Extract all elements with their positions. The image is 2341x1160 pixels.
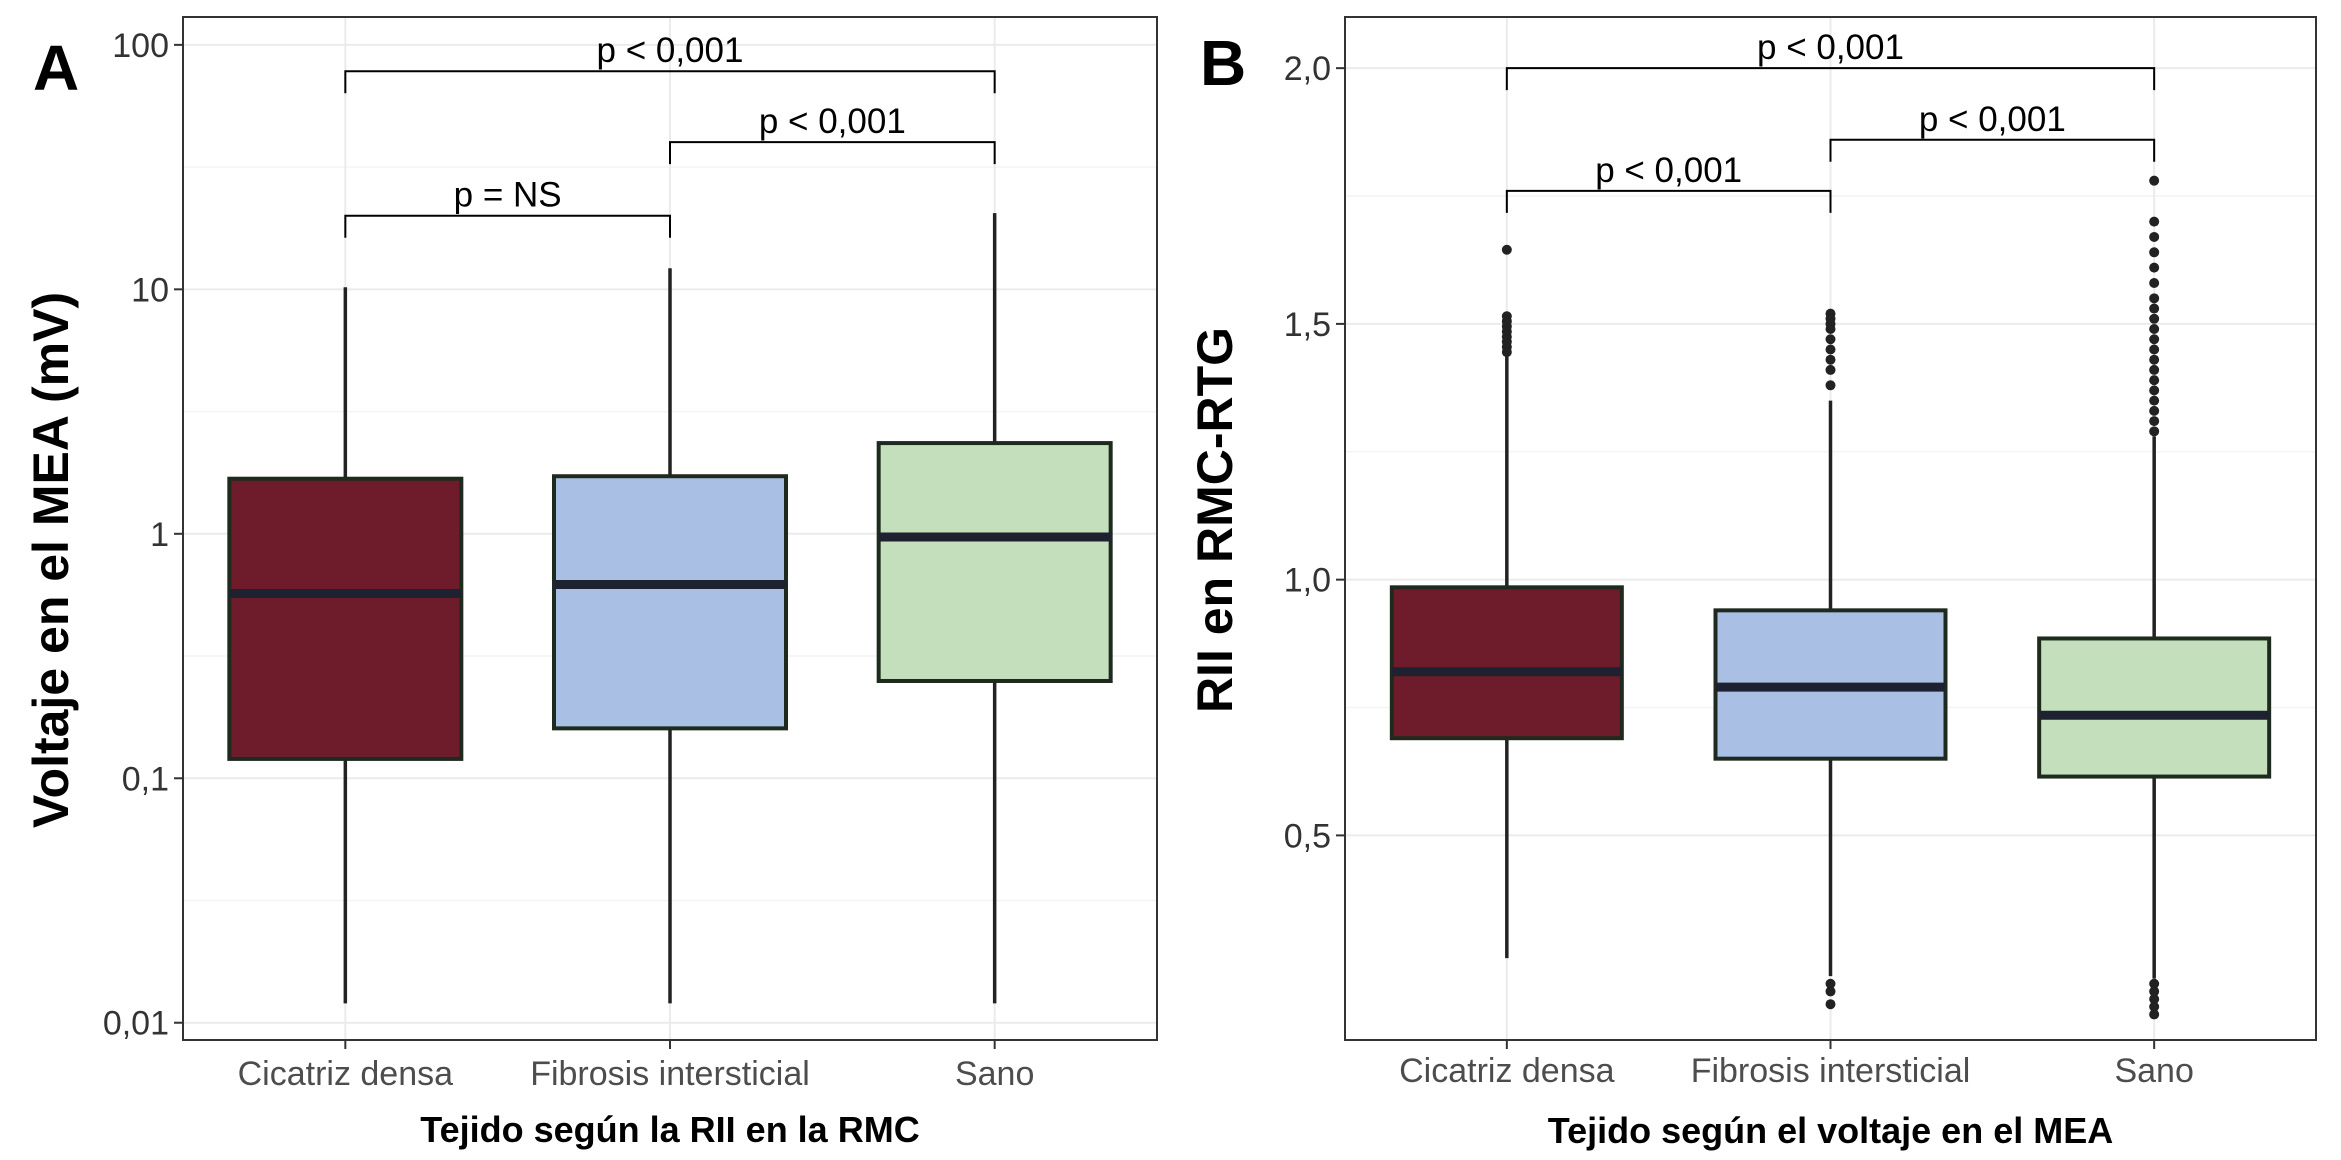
- outlier-point: [1825, 344, 1836, 355]
- panel-b: 0,5 1,0 1,5 2,0 Cicatriz densa Fibrosis inter…: [1187, 16, 2317, 1151]
- outlier-point: [2149, 324, 2160, 335]
- outlier-point: [2149, 385, 2160, 396]
- outlier-point: [2149, 986, 2160, 997]
- y-tick-label: 2,0: [1284, 50, 1331, 88]
- outlier-point: [1825, 334, 1836, 345]
- y-axis-title: Voltaje en el MEA (mV): [23, 292, 79, 828]
- x-tick-label: Fibrosis intersticial: [1691, 1052, 1971, 1090]
- box-2: [552, 268, 788, 1004]
- outlier-point: [2149, 247, 2160, 258]
- significance-bracket: p < 0,001: [669, 102, 996, 165]
- significance-label: p < 0,001: [597, 31, 744, 70]
- box-3: [2037, 175, 2272, 1020]
- y-tick-label: 0,5: [1284, 817, 1331, 855]
- outlier-point: [2149, 231, 2160, 242]
- significance-label: p < 0,001: [1595, 151, 1742, 190]
- box-body: [876, 441, 1113, 683]
- significance-bracket: p = NS: [344, 176, 671, 238]
- outlier-point: [2149, 313, 2160, 324]
- box-1: [1389, 244, 1624, 959]
- y-tick-label: 1,5: [1284, 306, 1331, 344]
- panel-letter: B: [1200, 27, 1246, 99]
- outlier-point: [2149, 994, 2160, 1005]
- outlier-point: [2149, 978, 2160, 989]
- plot-border: [1344, 16, 2317, 1041]
- box-body: [1389, 585, 1624, 741]
- x-tick-label: Fibrosis intersticial: [530, 1055, 810, 1093]
- outlier-point: [2149, 262, 2160, 273]
- x-tick-label: Cicatriz densa: [238, 1055, 454, 1093]
- outlier-point: [1825, 986, 1836, 997]
- outlier-point: [1825, 978, 1836, 989]
- y-tick-label: 100: [112, 27, 169, 65]
- outlier-point: [1825, 364, 1836, 375]
- y-axis-title: RII en RMC-RTG: [1187, 327, 1243, 713]
- outlier-point: [1825, 999, 1836, 1010]
- outlier-point: [2149, 303, 2160, 314]
- y-tick-label: 1,0: [1284, 562, 1331, 600]
- significance-label: p < 0,001: [1919, 100, 2066, 139]
- significance-label: p = NS: [454, 176, 562, 215]
- outlier-point: [2149, 416, 2160, 427]
- outlier-point: [2149, 344, 2160, 355]
- outlier-point: [2149, 354, 2160, 365]
- significance-label: p < 0,001: [759, 102, 906, 141]
- outlier-point: [2149, 175, 2160, 186]
- bracket-line: [669, 141, 996, 165]
- outlier-point: [1825, 354, 1836, 365]
- box-body: [227, 476, 464, 761]
- box-3: [876, 213, 1113, 1004]
- outlier-point: [1501, 311, 1512, 322]
- outlier-point: [2149, 277, 2160, 288]
- significance-label: p < 0,001: [1757, 28, 1904, 67]
- y-tick-label: 0,01: [103, 1005, 169, 1043]
- outlier-point: [1825, 380, 1836, 391]
- outlier-point: [2149, 216, 2160, 227]
- outlier-point: [2149, 426, 2160, 437]
- box-2: [1713, 308, 1948, 1010]
- box-body: [2037, 636, 2272, 779]
- x-tick-label: Sano: [2114, 1052, 2193, 1090]
- outlier-point: [2149, 1001, 2160, 1012]
- box-1: [227, 287, 464, 1004]
- x-tick-label: Cicatriz densa: [1399, 1052, 1615, 1090]
- outlier-point: [2149, 395, 2160, 406]
- plot-border: [182, 16, 1158, 1041]
- y-tick-label: 1: [150, 516, 169, 554]
- significance-bracket: p < 0,001: [1829, 100, 2156, 162]
- x-tick-label: Sano: [955, 1055, 1034, 1093]
- y-tick-label: 10: [131, 271, 169, 309]
- bracket-line: [1505, 189, 1832, 213]
- outlier-point: [2149, 405, 2160, 416]
- outlier-point: [2149, 364, 2160, 375]
- outlier-point: [2149, 293, 2160, 304]
- panel-letter: A: [33, 32, 79, 104]
- x-axis-title: Tejido según la RII en la RMC: [420, 1109, 919, 1150]
- outlier-point: [2149, 1009, 2160, 1020]
- significance-bracket: p < 0,001: [344, 31, 996, 94]
- outlier-point: [2149, 334, 2160, 345]
- outlier-point: [1825, 308, 1836, 319]
- bracket-line: [1505, 67, 2156, 91]
- significance-bracket: p < 0,001: [1505, 28, 2156, 91]
- box-body: [552, 474, 788, 731]
- bracket-line: [344, 214, 671, 238]
- bracket-line: [1829, 138, 2156, 162]
- x-axis-title: Tejido según el voltaje en el MEA: [1548, 1110, 2113, 1151]
- bracket-line: [344, 70, 996, 94]
- outlier-point: [1501, 244, 1512, 255]
- panel-a: 0,01 0,1 1 10 100 Cicatriz densa Fibrosis inte…: [23, 16, 1158, 1150]
- y-tick-label: 0,1: [122, 760, 169, 798]
- significance-bracket: p < 0,001: [1505, 151, 1832, 213]
- outlier-point: [2149, 375, 2160, 386]
